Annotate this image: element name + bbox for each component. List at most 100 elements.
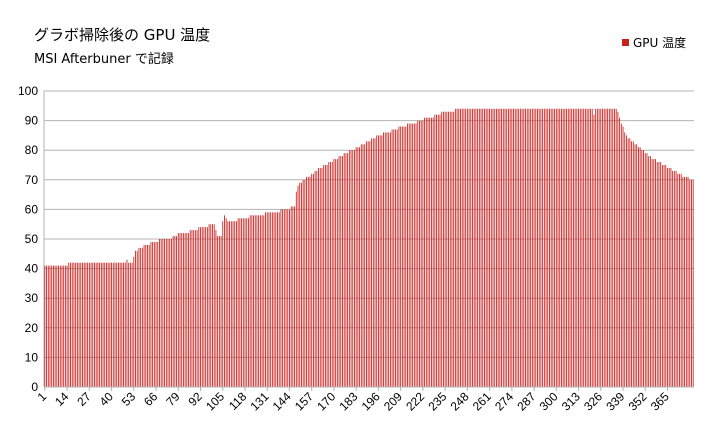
bar (610, 108, 612, 387)
bar (643, 150, 644, 387)
bar (64, 265, 66, 387)
bar (381, 135, 383, 387)
bar (679, 173, 680, 387)
x-tick-label: 79 (163, 389, 183, 409)
bar (232, 221, 234, 387)
bar (649, 156, 651, 387)
bar (692, 179, 694, 387)
bar (453, 111, 455, 387)
bar (537, 108, 538, 387)
y-tick-labels: 0 10 20 30 40 50 60 70 80 90 100 (18, 84, 38, 394)
bar (432, 117, 434, 387)
bar (614, 108, 615, 387)
bar (408, 123, 410, 387)
bar (680, 173, 682, 387)
bar (129, 262, 131, 387)
bar (620, 123, 622, 387)
y-tick-label: 20 (25, 321, 39, 335)
bar (538, 108, 540, 387)
bar (124, 262, 126, 387)
bar (159, 239, 160, 387)
bar (355, 147, 357, 387)
bar (88, 262, 90, 387)
bar (444, 111, 446, 387)
bar (230, 221, 232, 387)
bar (242, 218, 244, 387)
bar (525, 108, 526, 387)
x-tick-label: 313 (559, 389, 583, 413)
bar (502, 108, 504, 387)
bar (429, 117, 431, 387)
bar (234, 221, 236, 387)
bar (424, 117, 426, 387)
x-tick-label: 118 (226, 389, 250, 413)
bar (451, 111, 453, 387)
bar (605, 108, 607, 387)
bar (324, 165, 326, 387)
bar (87, 262, 89, 387)
bar (208, 224, 210, 387)
bar (687, 176, 689, 387)
bar (182, 233, 184, 387)
bar (405, 126, 407, 388)
bar (578, 108, 579, 387)
bar (552, 108, 554, 387)
bar (244, 218, 246, 387)
bar (420, 120, 422, 387)
bar (215, 230, 217, 387)
bar (456, 108, 458, 387)
bar (600, 108, 602, 387)
bar (61, 265, 63, 387)
bar (550, 108, 552, 387)
bar (357, 147, 359, 387)
bar (413, 123, 415, 387)
bar (622, 126, 624, 388)
bar (68, 262, 70, 387)
bar (106, 262, 107, 387)
bar (637, 147, 639, 387)
bar (299, 182, 301, 387)
bar (670, 167, 672, 387)
bar (306, 176, 307, 387)
bar (167, 239, 169, 387)
bar (612, 108, 614, 387)
bar (128, 262, 130, 387)
bar (49, 265, 51, 387)
bar (478, 108, 480, 387)
bar (114, 262, 116, 387)
bar (595, 108, 597, 387)
bar (188, 233, 189, 387)
bar (427, 117, 429, 387)
bar (51, 265, 53, 387)
bar (348, 150, 350, 387)
bar (362, 144, 364, 387)
bar (162, 239, 164, 387)
bar (677, 173, 679, 387)
x-tick-label: 196 (359, 389, 383, 413)
bar (561, 108, 562, 387)
bar (165, 239, 167, 387)
bar (326, 165, 328, 387)
bar (311, 173, 313, 387)
bar (651, 159, 653, 387)
bar (212, 224, 213, 387)
bar (545, 108, 547, 387)
bar (157, 241, 159, 387)
bar (617, 111, 619, 387)
x-tick-label: 300 (537, 389, 561, 413)
bar (463, 108, 465, 387)
bar (328, 162, 330, 387)
bar (181, 233, 183, 387)
bar (395, 129, 396, 388)
bar (574, 108, 576, 387)
x-tick-label: 287 (514, 389, 538, 413)
bar (123, 262, 124, 387)
bar (314, 170, 316, 387)
bar (504, 108, 506, 387)
bar (660, 162, 662, 387)
bar (164, 239, 166, 387)
bar (629, 138, 631, 387)
bar (396, 129, 398, 388)
bar (283, 209, 285, 387)
